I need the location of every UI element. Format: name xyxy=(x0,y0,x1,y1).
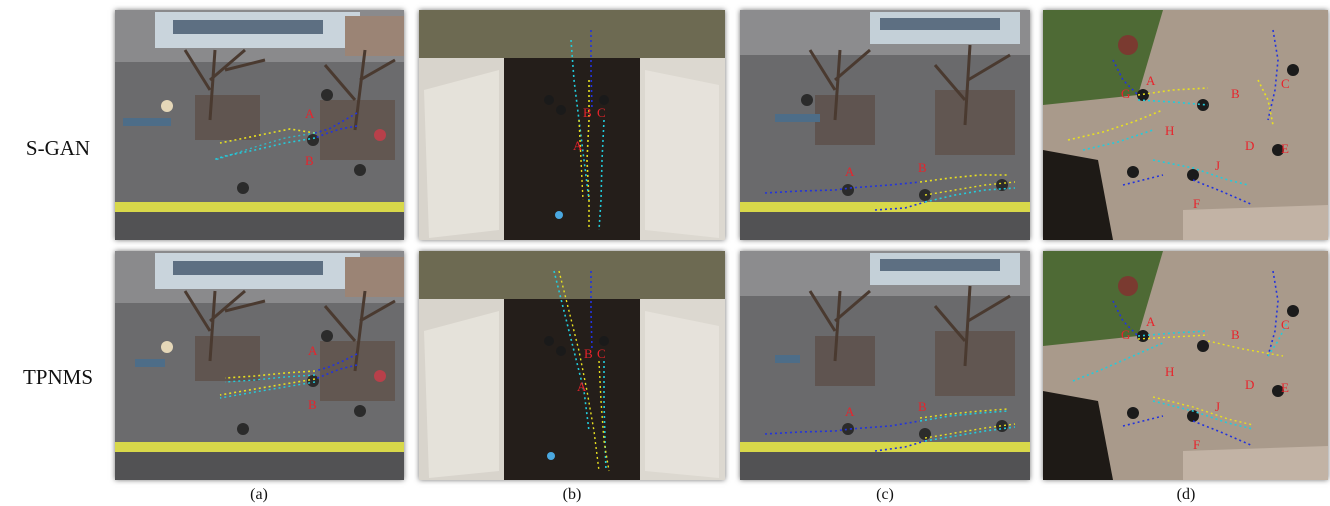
marker-C: C xyxy=(1281,76,1290,91)
marker-D: D xyxy=(1245,138,1254,153)
marker-A: A xyxy=(845,404,855,419)
panel-b-sgan: A B C xyxy=(419,10,725,240)
marker-C: C xyxy=(597,346,606,361)
marker-B: B xyxy=(584,346,593,361)
marker-A: A xyxy=(308,343,318,358)
panel-a-sgan: A B xyxy=(115,10,404,240)
marker-H: H xyxy=(1165,123,1174,138)
marker-E: E xyxy=(1281,141,1289,156)
panel-a-tpnms: A B xyxy=(115,251,404,480)
marker-A: A xyxy=(845,164,855,179)
panel-c-sgan: A B xyxy=(740,10,1030,240)
marker-G: G xyxy=(1121,327,1130,342)
street-scene-image: A B xyxy=(115,251,404,480)
marker-A: A xyxy=(573,138,583,153)
panel-b-tpnms: A B C xyxy=(419,251,725,480)
marker-C: C xyxy=(1281,317,1290,332)
marker-A: A xyxy=(1146,314,1156,329)
marker-A: A xyxy=(1146,73,1156,88)
corridor-scene-image: A B C xyxy=(419,251,725,480)
caption-a: (a) xyxy=(250,486,268,503)
marker-B: B xyxy=(1231,86,1240,101)
panel-d-tpnms: A B C D E F G H J xyxy=(1043,251,1328,480)
caption-c: (c) xyxy=(876,486,894,503)
marker-F: F xyxy=(1193,196,1200,211)
marker-E: E xyxy=(1281,380,1289,395)
marker-B: B xyxy=(305,153,314,168)
row-label-tpnms: TPNMS xyxy=(22,365,94,389)
street-scene-image: A B xyxy=(740,10,1030,240)
marker-A: A xyxy=(305,106,315,121)
marker-J: J xyxy=(1215,399,1220,414)
street-scene-image: A B xyxy=(115,10,404,240)
caption-b: (b) xyxy=(562,486,582,503)
marker-C: C xyxy=(597,105,606,120)
marker-F: F xyxy=(1193,437,1200,452)
marker-B: B xyxy=(308,397,317,412)
marker-B: B xyxy=(918,160,927,175)
marker-B: B xyxy=(583,105,592,120)
marker-J: J xyxy=(1215,158,1220,173)
marker-G: G xyxy=(1121,86,1130,101)
panel-c-tpnms: A B xyxy=(740,251,1030,480)
corridor-scene-image: A B C xyxy=(419,10,725,240)
marker-A: A xyxy=(577,379,587,394)
marker-B: B xyxy=(1231,327,1240,342)
panel-d-sgan: A B C D E F G H J xyxy=(1043,10,1328,240)
plaza-scene-image: A B C D E F G H J xyxy=(1043,251,1328,480)
marker-H: H xyxy=(1165,364,1174,379)
plaza-scene-image: A B C D E F G H J xyxy=(1043,10,1328,240)
street-scene-image: A B xyxy=(740,251,1030,480)
marker-B: B xyxy=(918,399,927,414)
caption-d: (d) xyxy=(1176,486,1196,503)
row-label-sgan: S-GAN xyxy=(25,136,91,160)
marker-D: D xyxy=(1245,377,1254,392)
